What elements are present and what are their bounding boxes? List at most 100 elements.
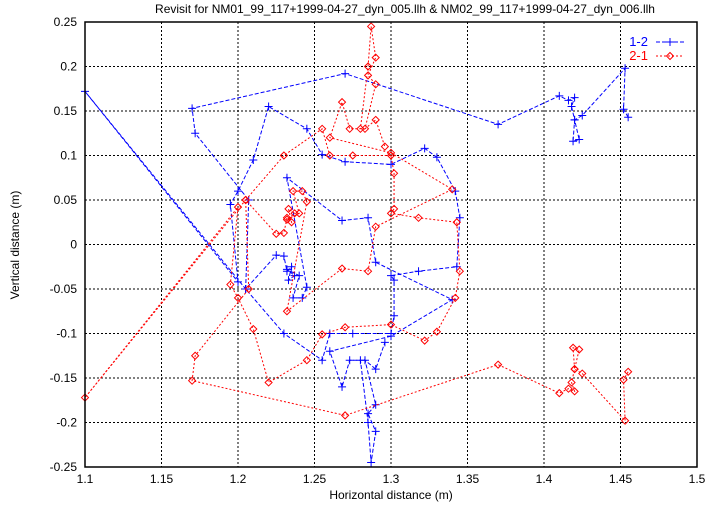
data-point-diamond [493,360,503,369]
data-point-diamond [371,222,380,231]
y-tick-label: 0.15 [54,104,78,118]
data-point-diamond [337,264,347,273]
data-point-plus [390,311,399,320]
data-point-plus [249,155,258,164]
data-point-diamond [414,213,423,223]
data-point-diamond [340,411,350,420]
data-point-diamond [337,97,347,107]
data-point-plus [364,409,373,418]
data-point-diamond [455,266,465,276]
grid [85,22,697,467]
data-point-diamond [452,218,461,227]
x-tick-label: 1.2 [230,472,247,486]
data-point-diamond [302,197,312,206]
data-point-plus [578,111,587,120]
data-point-plus [360,356,369,365]
x-axis-label: Horizontal distance (m) [329,488,452,502]
data-point-diamond [340,323,350,332]
data-point-diamond [363,62,373,71]
data-point-diamond [317,330,327,339]
data-point-plus [387,332,395,341]
data-point-plus [432,153,441,162]
data-point-plus [624,113,633,122]
x-tick-label: 1.45 [609,472,633,486]
series-line [84,26,629,423]
data-point-diamond [360,124,370,134]
data-point-plus [621,64,630,73]
x-tick-label: 1.15 [150,472,174,486]
data-point-diamond [279,151,289,160]
data-point-plus [282,173,291,182]
data-point-plus [302,124,311,133]
data-point-plus [371,258,380,267]
y-tick-label: -0.15 [50,371,78,385]
data-point-diamond [366,22,376,31]
data-point-plus [570,115,579,124]
legend-marker [666,38,674,46]
y-tick-label: 0.2 [60,60,77,74]
data-point-diamond [233,202,243,212]
data-point-plus [494,120,503,129]
data-point-diamond [325,133,335,142]
data-point-diamond [619,375,628,384]
data-point-plus [371,427,380,436]
y-tick-label: 0.25 [54,15,78,29]
data-point-plus [455,213,464,222]
x-tick-label: 1.35 [456,472,480,486]
data-point-diamond [451,293,460,303]
data-point-plus [345,356,354,365]
plot-frame [84,21,698,468]
data-point-diamond [325,151,335,160]
x-tick-label: 1.25 [303,472,327,486]
data-point-diamond [371,115,380,125]
data-point-plus [264,102,273,111]
data-point-diamond [371,53,380,62]
data-point-plus [234,277,242,286]
data-point-plus [279,252,288,261]
series-line [84,66,629,463]
data-point-diamond [578,369,587,378]
data-point-diamond [241,195,250,205]
data-point-diamond [282,215,292,224]
data-point-plus [341,157,350,166]
data-point-plus [279,329,288,338]
data-point-diamond [386,148,396,158]
data-point-diamond [244,284,253,294]
data-point-plus [567,102,576,111]
data-point-plus [619,105,628,114]
data-point-plus [341,69,350,78]
data-point-plus [387,271,395,280]
data-point-diamond [363,266,373,276]
data-point-diamond [298,186,307,196]
data-point-plus [387,160,395,169]
data-point-diamond [264,378,273,387]
data-point-diamond [620,416,630,425]
data-point-plus [414,267,423,276]
data-point-plus [302,283,311,292]
data-point-plus [191,129,200,138]
data-point-plus [234,187,242,196]
data-point-diamond [282,307,292,316]
data-point-diamond [386,320,396,329]
x-tick-label: 1.4 [536,472,553,486]
data-point-diamond [279,228,289,238]
data-point-diamond [345,124,354,134]
data-point-plus [287,262,296,271]
data-point-diamond [302,355,312,365]
data-point-diamond [371,80,380,89]
data-point-plus [226,200,235,209]
data-point-plus [575,135,584,144]
legend-marker [665,51,675,61]
data-point-plus [420,144,429,153]
data-point-diamond [288,186,298,196]
data-point-diamond [574,345,584,354]
data-point-diamond [380,142,390,151]
series [80,22,633,467]
data-point-diamond [317,124,327,134]
data-point-plus [371,365,380,374]
data-point-plus [325,347,334,356]
data-point-plus [555,91,564,100]
data-point-plus [318,356,327,365]
data-point-diamond [249,324,258,334]
